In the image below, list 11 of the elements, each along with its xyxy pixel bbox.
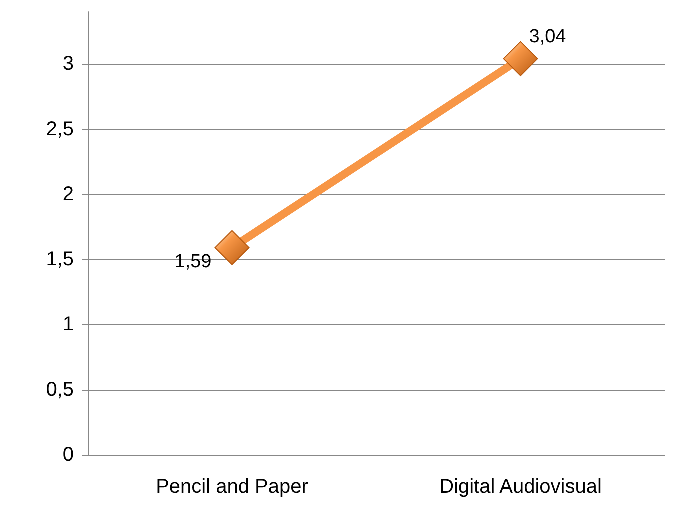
y-tick-label: 3 — [62, 53, 74, 76]
x-tick-label: Digital Audiovisual — [440, 476, 602, 498]
data-label: 3,04 — [529, 26, 567, 48]
x-tick-label: Pencil and Paper — [156, 476, 309, 498]
y-tick-label: 1,5 — [46, 248, 74, 271]
y-tick-label: 2,5 — [46, 118, 74, 140]
y-tick-label: 2 — [62, 183, 74, 206]
y-tick-label: 0 — [62, 444, 74, 466]
data-label: 1,59 — [174, 251, 212, 272]
y-tick-label: 0,5 — [46, 378, 74, 401]
y-tick-label: 1 — [62, 314, 74, 336]
